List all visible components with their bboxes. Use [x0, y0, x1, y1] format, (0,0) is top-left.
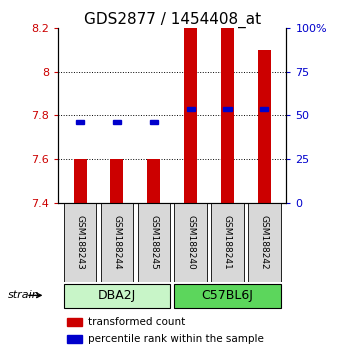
FancyBboxPatch shape	[101, 202, 133, 282]
Text: transformed count: transformed count	[88, 317, 185, 327]
Text: GSM188243: GSM188243	[76, 215, 85, 270]
Bar	[184, 28, 197, 202]
Title: GDS2877 / 1454408_at: GDS2877 / 1454408_at	[84, 12, 261, 28]
Bar	[110, 159, 123, 202]
Bar	[187, 107, 195, 111]
Bar	[260, 107, 268, 111]
FancyBboxPatch shape	[211, 202, 244, 282]
Text: C57BL6J: C57BL6J	[202, 289, 253, 302]
Text: GSM188244: GSM188244	[113, 215, 121, 270]
Text: DBA2J: DBA2J	[98, 289, 136, 302]
Text: percentile rank within the sample: percentile rank within the sample	[88, 334, 264, 344]
FancyBboxPatch shape	[64, 284, 170, 308]
FancyBboxPatch shape	[137, 202, 170, 282]
FancyBboxPatch shape	[174, 284, 281, 308]
Bar	[76, 120, 84, 124]
Bar	[258, 50, 271, 202]
Text: GSM188242: GSM188242	[260, 215, 269, 270]
Text: GSM188241: GSM188241	[223, 215, 232, 270]
Bar	[147, 159, 160, 202]
Bar	[221, 28, 234, 202]
FancyBboxPatch shape	[64, 202, 96, 282]
FancyBboxPatch shape	[248, 202, 281, 282]
Bar	[223, 107, 232, 111]
Bar	[113, 120, 121, 124]
Bar	[67, 318, 82, 326]
Text: strain: strain	[8, 290, 40, 300]
Text: GSM188240: GSM188240	[186, 215, 195, 270]
FancyBboxPatch shape	[174, 202, 207, 282]
Text: GSM188245: GSM188245	[149, 215, 158, 270]
Bar	[67, 335, 82, 343]
Bar	[150, 120, 158, 124]
Bar	[74, 159, 87, 202]
